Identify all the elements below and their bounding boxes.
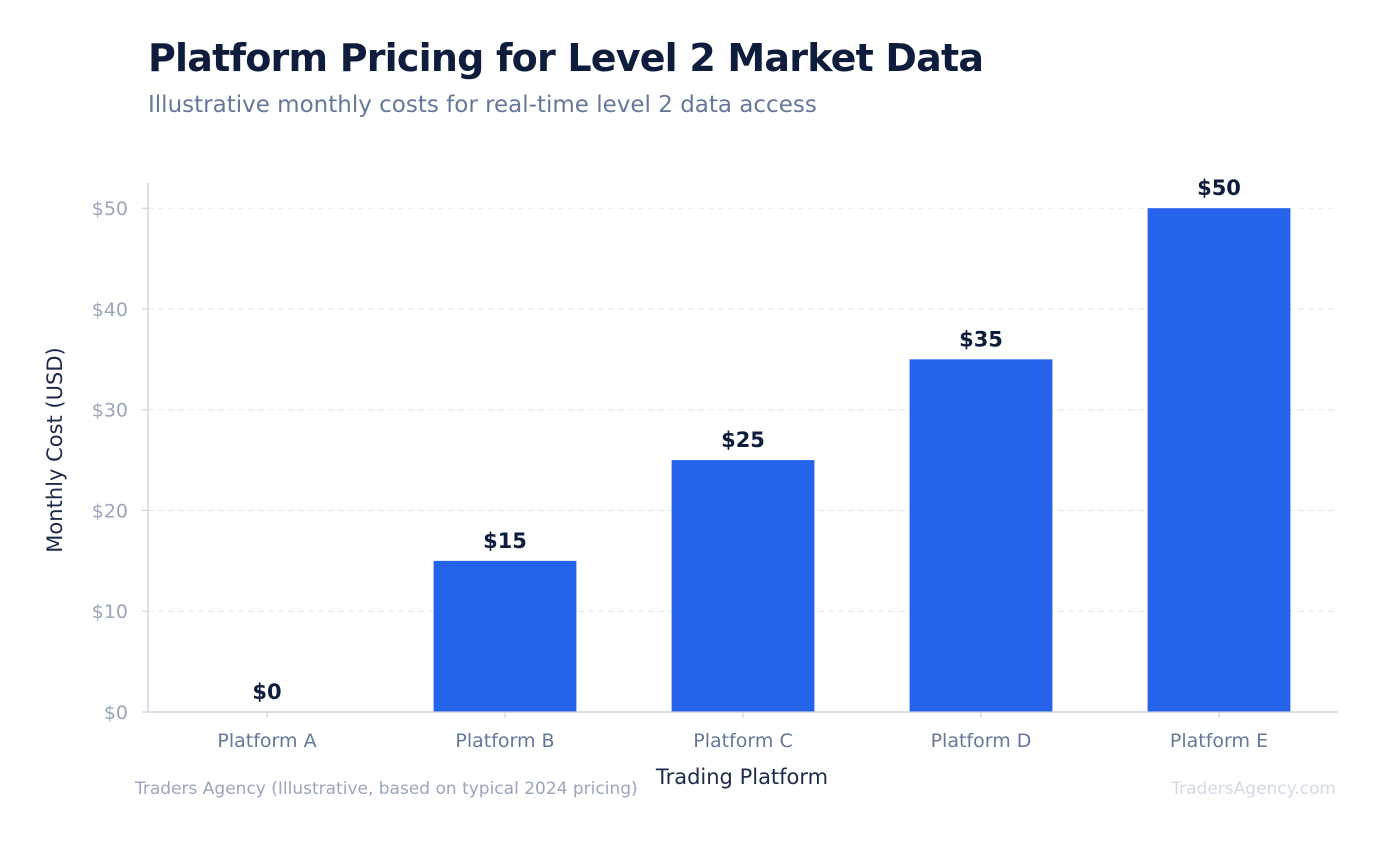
chart-title: Platform Pricing for Level 2 Market Data <box>148 36 984 80</box>
data-label: $35 <box>959 327 1003 351</box>
y-axis-title: Monthly Cost (USD) <box>43 347 67 552</box>
y-tick-label: $20 <box>92 500 128 522</box>
y-tick-label: $10 <box>92 601 128 623</box>
data-label: $25 <box>721 428 765 452</box>
data-label: $15 <box>483 529 527 553</box>
data-label: $0 <box>252 680 281 704</box>
x-tick-label: Platform B <box>455 730 554 752</box>
labels: $0 $10 $20 $30 $40 $50 Platform A $0 Platform B $… <box>92 176 1268 752</box>
chart-subtitle: Illustrative monthly costs for real-time… <box>148 92 817 118</box>
x-tick-label: Platform E <box>1170 730 1268 752</box>
data-label: $50 <box>1197 176 1241 200</box>
source-note: Traders Agency (Illustrative, based on t… <box>135 779 638 799</box>
y-tick-label: $30 <box>92 400 128 422</box>
bar <box>433 560 577 712</box>
x-tick-label: Platform C <box>693 730 792 752</box>
axes <box>142 183 1338 718</box>
x-axis-title: Trading Platform <box>655 765 828 789</box>
x-tick-label: Platform A <box>217 730 316 752</box>
bar <box>909 359 1053 712</box>
y-tick-label: $40 <box>92 299 128 321</box>
brand-watermark: TradersAgency.com <box>1171 779 1336 799</box>
bar <box>1147 208 1291 712</box>
bars <box>433 208 1291 712</box>
y-tick-label: $50 <box>92 198 128 220</box>
y-tick-label: $0 <box>104 702 128 724</box>
x-tick-label: Platform D <box>931 730 1032 752</box>
bar <box>671 460 815 712</box>
